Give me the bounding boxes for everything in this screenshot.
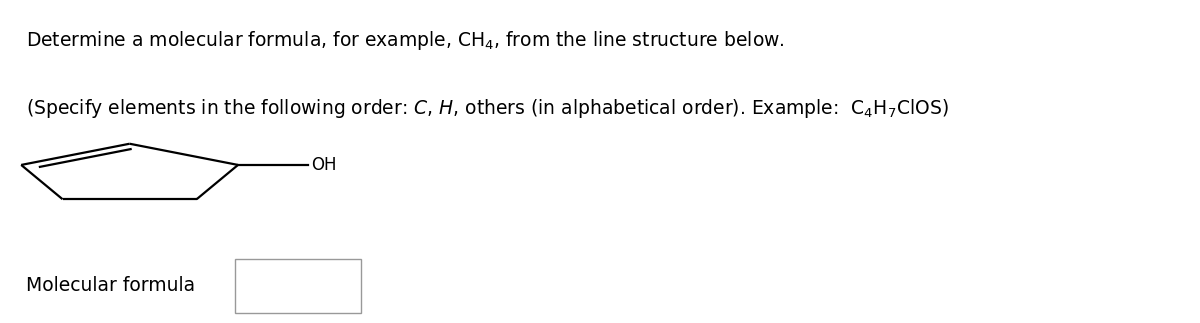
Text: Molecular formula: Molecular formula [26, 276, 196, 295]
Text: Determine a molecular formula, for example, $\mathregular{CH_4}$, from the line : Determine a molecular formula, for examp… [26, 29, 785, 52]
Text: OH: OH [311, 156, 337, 174]
FancyBboxPatch shape [235, 259, 361, 313]
Text: (Specify elements in the following order: $\mathit{C}$, $\mathit{H}$, others (in: (Specify elements in the following order… [26, 97, 949, 120]
